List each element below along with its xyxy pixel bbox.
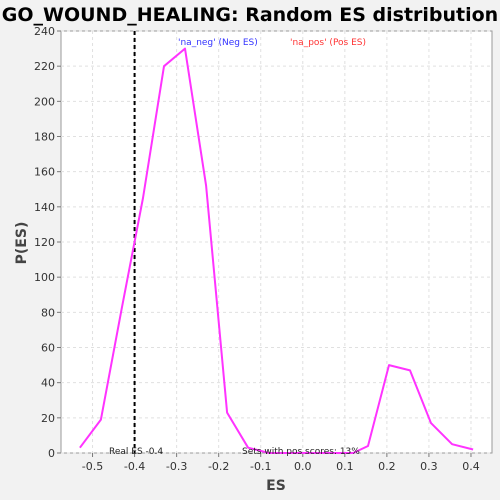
x-tick-label: 0.0 <box>294 460 312 473</box>
pos-scores-annotation: Sets with pos scores: 13% <box>242 447 360 457</box>
legend-neg: 'na_neg' (Neg ES) <box>178 38 258 48</box>
plot-area <box>60 30 493 454</box>
y-tick-label: 100 <box>34 271 55 284</box>
x-tick-label: 0.4 <box>462 460 480 473</box>
legend-pos: 'na_pos' (Pos ES) <box>290 38 366 48</box>
y-tick-label: 140 <box>34 201 55 214</box>
series-group <box>79 47 474 454</box>
y-axis-label: P(ES) <box>14 222 30 265</box>
x-axis-ticks: -0.5 -0.4 -0.3 -0.2 -0.1 0.0 0.1 0.2 0.3 0.4 <box>82 453 480 473</box>
x-axis-label: ES <box>266 478 286 494</box>
x-tick-label: 0.2 <box>378 460 396 473</box>
x-tick-label: -0.5 <box>82 460 103 473</box>
x-tick-label: 0.1 <box>336 460 354 473</box>
y-tick-label: 120 <box>34 236 55 249</box>
chart-title: GO_WOUND_HEALING: Random ES distribution <box>2 4 498 26</box>
es-distribution-line <box>79 47 474 454</box>
y-tick-label: 0 <box>48 447 55 460</box>
x-tick-label: -0.1 <box>250 460 271 473</box>
x-tick-label: -0.4 <box>124 460 145 473</box>
y-tick-label: 40 <box>41 377 55 390</box>
y-tick-label: 160 <box>34 166 55 179</box>
y-tick-label: 60 <box>41 342 55 355</box>
y-tick-label: 200 <box>34 95 55 108</box>
real-es-label: Real ES -0.4 <box>109 447 163 457</box>
y-axis-ticks: 0 20 40 60 80 100 120 140 160 180 200 220 240 <box>34 25 61 460</box>
x-tick-label: -0.3 <box>166 460 187 473</box>
y-tick-label: 220 <box>34 60 55 73</box>
x-tick-label: 0.3 <box>420 460 438 473</box>
y-tick-label: 80 <box>41 306 55 319</box>
y-tick-label: 180 <box>34 131 55 144</box>
y-tick-label: 20 <box>41 412 55 425</box>
x-tick-label: -0.2 <box>208 460 229 473</box>
y-tick-label: 240 <box>34 25 55 38</box>
